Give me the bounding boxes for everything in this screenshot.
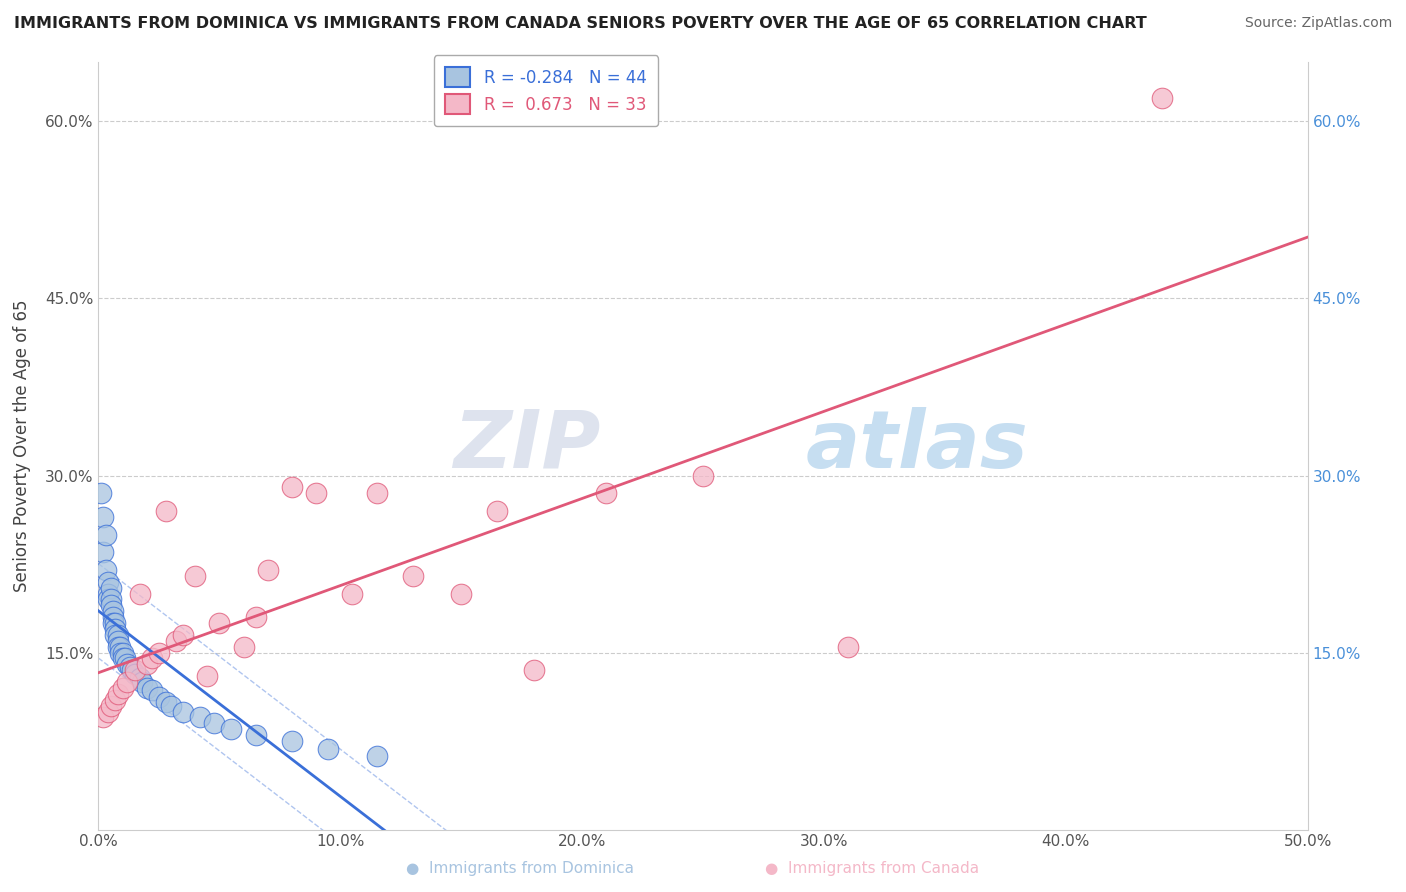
Point (117, 657, 139, 672)
Point (111, 681, 134, 695)
Point (107, 633, 129, 648)
Point (97, 586, 120, 600)
Point (104, 628, 127, 642)
Text: ZIP: ZIP (453, 407, 600, 485)
Point (141, 683, 163, 698)
Point (232, 640, 254, 654)
Point (128, 672, 150, 686)
Point (208, 615, 231, 630)
Point (100, 698, 122, 713)
Point (124, 663, 146, 677)
Point (100, 581, 122, 595)
Point (101, 604, 124, 618)
Point (90, 486, 112, 500)
Point (111, 651, 134, 665)
Point (135, 681, 157, 695)
Point (837, 640, 859, 654)
Point (165, 633, 187, 648)
Point (128, 586, 150, 600)
Point (184, 569, 207, 583)
Text: atlas: atlas (806, 407, 1029, 485)
Point (305, 486, 328, 500)
Point (155, 695, 177, 709)
Point (104, 692, 127, 706)
Y-axis label: Seniors Poverty Over the Age of 65: Seniors Poverty Over the Age of 65 (13, 300, 31, 592)
Point (148, 690, 170, 705)
Point (94, 527, 117, 541)
Point (107, 687, 129, 701)
Point (97, 705, 120, 719)
Point (281, 734, 304, 748)
Point (91, 509, 114, 524)
Point (107, 628, 129, 642)
Point (97, 592, 120, 607)
Point (101, 615, 124, 630)
Point (281, 480, 304, 494)
Point (245, 728, 267, 742)
Point (256, 563, 278, 577)
Point (121, 663, 143, 677)
Point (148, 646, 170, 660)
Point (100, 599, 122, 613)
Point (195, 669, 218, 683)
Point (114, 651, 136, 665)
Point (450, 586, 472, 600)
Point (131, 675, 153, 690)
Point (188, 710, 211, 724)
Point (316, 742, 339, 756)
Point (94, 563, 117, 577)
Point (91, 545, 114, 559)
Point (104, 622, 127, 636)
Point (342, 586, 364, 600)
Point (111, 646, 134, 660)
Point (366, 486, 388, 500)
Point (204, 716, 226, 731)
Point (97, 574, 120, 589)
Point (101, 610, 124, 624)
Point (172, 628, 194, 642)
Point (595, 486, 617, 500)
Point (245, 610, 267, 624)
Text: ●  Immigrants from Dominica: ● Immigrants from Dominica (406, 861, 634, 876)
Point (108, 646, 131, 660)
Point (108, 640, 131, 654)
Point (104, 615, 127, 630)
Point (486, 504, 509, 518)
Point (135, 657, 157, 672)
Point (692, 468, 714, 483)
Text: ●  Immigrants from Canada: ● Immigrants from Canada (765, 861, 979, 876)
Point (107, 640, 129, 654)
Point (221, 723, 243, 737)
Point (1152, 91, 1174, 105)
Point (100, 592, 122, 607)
Point (402, 569, 425, 583)
Text: IMMIGRANTS FROM DOMINICA VS IMMIGRANTS FROM CANADA SENIORS POVERTY OVER THE AGE : IMMIGRANTS FROM DOMINICA VS IMMIGRANTS F… (14, 16, 1147, 31)
Point (91, 710, 114, 724)
Point (523, 663, 546, 677)
Point (366, 749, 388, 764)
Point (155, 504, 177, 518)
Legend: R = -0.284   N = 44, R =  0.673   N = 33: R = -0.284 N = 44, R = 0.673 N = 33 (433, 55, 658, 126)
Point (117, 675, 139, 690)
Text: Source: ZipAtlas.com: Source: ZipAtlas.com (1244, 16, 1392, 30)
Point (124, 666, 146, 681)
Point (160, 698, 183, 713)
Point (118, 659, 141, 673)
Point (172, 705, 194, 719)
Point (141, 651, 163, 665)
